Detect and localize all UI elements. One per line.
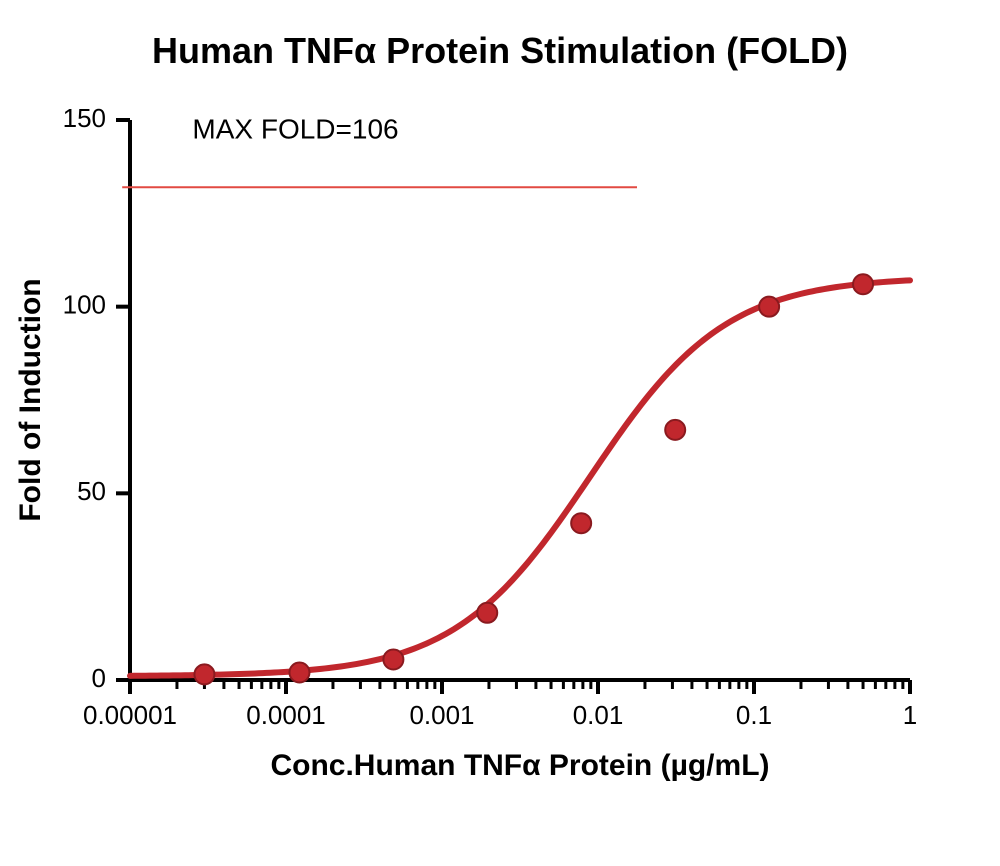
y-axis-label: Fold of Induction (14, 278, 47, 521)
fitted-curve (130, 280, 910, 675)
data-point (383, 649, 403, 669)
chart-svg: 0 50 100 150 0.00001 0.0001 0.001 0.01 0.1 1 Fold … (0, 0, 1000, 866)
x-tick-label: 0.001 (409, 700, 474, 730)
data-point (853, 274, 873, 294)
y-tick-label: 0 (92, 663, 106, 693)
chart-title: Human TNFα Protein Stimulation (FOLD) (0, 30, 1000, 72)
y-tick-label: 50 (77, 476, 106, 506)
x-tick-label: 1 (903, 700, 917, 730)
y-tick-label: 100 (63, 290, 106, 320)
x-axis-label: Conc.Human TNFα Protein (µg/mL) (270, 749, 769, 782)
data-point (759, 297, 779, 317)
data-point (665, 420, 685, 440)
data-point (289, 663, 309, 683)
x-tick-label: 0.0001 (246, 700, 326, 730)
x-tick-label: 0.00001 (83, 700, 177, 730)
data-point (477, 603, 497, 623)
annotation-text: MAX FOLD=106 (192, 114, 398, 145)
y-tick-label: 150 (63, 103, 106, 133)
data-point (571, 513, 591, 533)
chart-container: Human TNFα Protein Stimulation (FOLD) 0 5… (0, 0, 1000, 866)
x-tick-label: 0.1 (736, 700, 772, 730)
data-point (194, 664, 214, 684)
x-tick-label: 0.01 (573, 700, 624, 730)
